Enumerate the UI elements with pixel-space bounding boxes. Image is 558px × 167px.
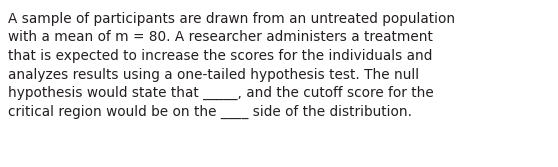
Text: A sample of participants are drawn from an untreated population
with a mean of m: A sample of participants are drawn from …	[8, 12, 455, 119]
